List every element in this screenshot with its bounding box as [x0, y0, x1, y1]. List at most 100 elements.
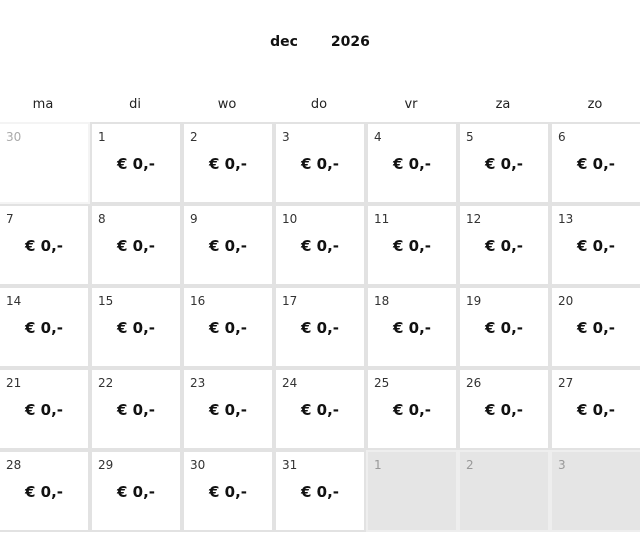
day-price: € 0,-: [576, 319, 616, 337]
day-number: 11: [374, 212, 390, 226]
day-price: € 0,-: [208, 237, 248, 255]
day-cell[interactable]: 13 € 0,-: [550, 204, 640, 286]
day-number: 25: [374, 376, 390, 390]
day-number: 9: [190, 212, 198, 226]
day-cell[interactable]: 3: [550, 450, 640, 532]
day-number: 19: [466, 294, 482, 308]
day-price: € 0,-: [392, 237, 432, 255]
day-cell[interactable]: 1 € 0,-: [90, 122, 182, 204]
day-price: € 0,-: [116, 237, 156, 255]
day-cell[interactable]: 16 € 0,-: [182, 286, 274, 368]
day-cell[interactable]: 31 € 0,-: [274, 450, 366, 532]
day-price: € 0,-: [484, 319, 524, 337]
day-cell[interactable]: 15 € 0,-: [90, 286, 182, 368]
day-number: 22: [98, 376, 114, 390]
day-cell[interactable]: 29 € 0,-: [90, 450, 182, 532]
day-cell[interactable]: 21 € 0,-: [0, 368, 90, 450]
day-cell[interactable]: 20 € 0,-: [550, 286, 640, 368]
day-cell[interactable]: 9 € 0,-: [182, 204, 274, 286]
year-selector[interactable]: 2026: [330, 34, 370, 50]
day-cell[interactable]: 26 € 0,-: [458, 368, 550, 450]
day-cell[interactable]: 27 € 0,-: [550, 368, 640, 450]
day-number: 15: [98, 294, 114, 308]
day-price: € 0,-: [300, 319, 340, 337]
day-price: € 0,-: [116, 483, 156, 501]
day-price: € 0,-: [116, 155, 156, 173]
month-year-header: dec 2026: [0, 34, 640, 50]
day-number: 24: [282, 376, 298, 390]
day-cell[interactable]: 23 € 0,-: [182, 368, 274, 450]
day-number: 21: [6, 376, 22, 390]
day-price: € 0,-: [484, 155, 524, 173]
day-price: € 0,-: [208, 401, 248, 419]
day-number: 31: [282, 458, 298, 472]
weekday-header: za: [495, 97, 511, 112]
day-cell[interactable]: 19 € 0,-: [458, 286, 550, 368]
day-price: € 0,-: [208, 155, 248, 173]
day-cell[interactable]: 8 € 0,-: [90, 204, 182, 286]
day-cell[interactable]: 17 € 0,-: [274, 286, 366, 368]
day-price: € 0,-: [392, 155, 432, 173]
day-price: € 0,-: [576, 237, 616, 255]
day-number: 29: [98, 458, 114, 472]
day-price: € 0,-: [24, 483, 64, 501]
day-cell[interactable]: 22 € 0,-: [90, 368, 182, 450]
day-price: € 0,-: [576, 401, 616, 419]
day-number: 10: [282, 212, 298, 226]
day-number: 16: [190, 294, 206, 308]
day-price: € 0,-: [300, 401, 340, 419]
day-number: 26: [466, 376, 482, 390]
day-price: € 0,-: [208, 483, 248, 501]
day-cell[interactable]: 3 € 0,-: [274, 122, 366, 204]
day-cell[interactable]: 18 € 0,-: [366, 286, 458, 368]
day-number: 27: [558, 376, 574, 390]
day-cell[interactable]: 5 € 0,-: [458, 122, 550, 204]
day-number: 14: [6, 294, 22, 308]
weekday-header: do: [310, 97, 328, 112]
day-number: 1: [374, 458, 382, 472]
day-cell[interactable]: 14 € 0,-: [0, 286, 90, 368]
day-price: € 0,-: [116, 319, 156, 337]
day-cell[interactable]: 25 € 0,-: [366, 368, 458, 450]
day-price: € 0,-: [300, 155, 340, 173]
day-price: € 0,-: [24, 401, 64, 419]
day-price: € 0,-: [208, 319, 248, 337]
day-cell[interactable]: 2: [458, 450, 550, 532]
day-price: € 0,-: [392, 319, 432, 337]
day-price: € 0,-: [484, 401, 524, 419]
day-number: 5: [466, 130, 474, 144]
weekday-header: zo: [587, 97, 603, 112]
day-price: € 0,-: [24, 237, 64, 255]
day-price: € 0,-: [576, 155, 616, 173]
day-number: 7: [6, 212, 14, 226]
day-number: 23: [190, 376, 206, 390]
day-cell[interactable]: 11 € 0,-: [366, 204, 458, 286]
day-price: € 0,-: [300, 237, 340, 255]
month-selector[interactable]: dec: [270, 34, 298, 50]
day-cell[interactable]: 1: [366, 450, 458, 532]
day-cell[interactable]: 12 € 0,-: [458, 204, 550, 286]
day-cell[interactable]: 4 € 0,-: [366, 122, 458, 204]
weekday-header: di: [129, 97, 141, 112]
day-number: 1: [98, 130, 106, 144]
day-cell[interactable]: 6 € 0,-: [550, 122, 640, 204]
day-cell[interactable]: 30 € 0,-: [182, 450, 274, 532]
day-cell[interactable]: 10 € 0,-: [274, 204, 366, 286]
day-cell[interactable]: 28 € 0,-: [0, 450, 90, 532]
day-number: 3: [282, 130, 290, 144]
day-number: 17: [282, 294, 298, 308]
day-cell[interactable]: 2 € 0,-: [182, 122, 274, 204]
day-number: 18: [374, 294, 390, 308]
day-price: € 0,-: [300, 483, 340, 501]
day-number: 3: [558, 458, 566, 472]
day-number: 30: [190, 458, 206, 472]
weekday-header: wo: [217, 97, 237, 112]
day-number: 13: [558, 212, 574, 226]
day-cell[interactable]: 24 € 0,-: [274, 368, 366, 450]
day-number: 12: [466, 212, 482, 226]
weekday-header: vr: [404, 97, 418, 112]
day-cell[interactable]: 30: [0, 122, 90, 204]
day-number: 2: [466, 458, 474, 472]
day-price: € 0,-: [484, 237, 524, 255]
day-cell[interactable]: 7 € 0,-: [0, 204, 90, 286]
